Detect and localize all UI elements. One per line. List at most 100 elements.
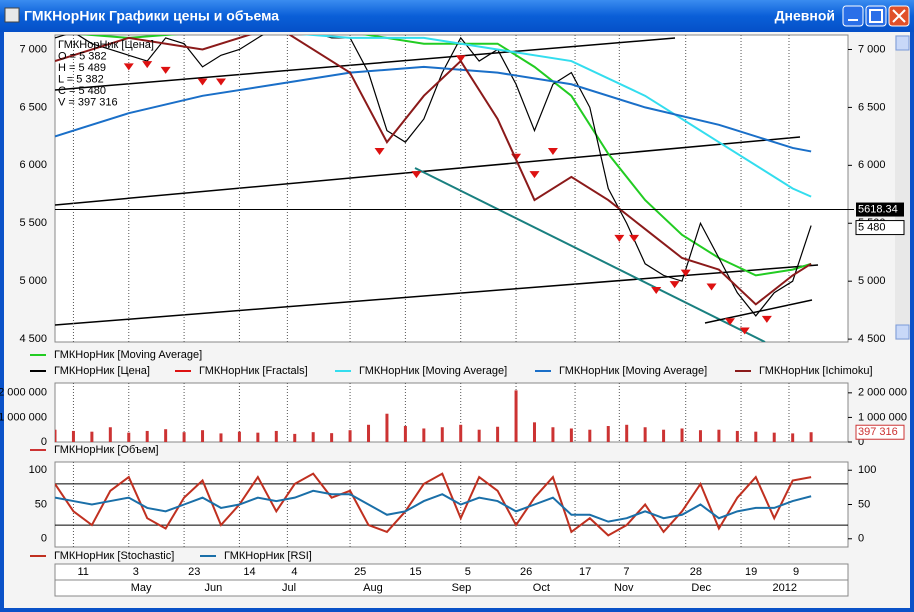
fractal-arrow — [724, 318, 735, 326]
y-tick-label-left: 6 000 — [19, 159, 47, 171]
last-value-label: 397 316 — [858, 426, 898, 438]
volume-bar — [311, 432, 315, 442]
period-label: Дневной — [775, 8, 835, 24]
volume-bar — [477, 429, 481, 442]
y-tick-label: 0 — [858, 436, 864, 448]
date-day-label: 14 — [243, 566, 255, 578]
fractal-arrow — [651, 286, 662, 294]
legend-label: ГМКНорНик [Moving Average] — [359, 365, 507, 377]
y-tick-label: 5 000 — [858, 275, 886, 287]
y-tick-label: 100 — [858, 464, 876, 476]
info-line: L = 5 382 — [58, 73, 104, 85]
volume-bar — [127, 432, 131, 442]
date-day-label: 4 — [291, 566, 297, 578]
fractal-arrow — [455, 55, 466, 63]
date-month-label: Dec — [691, 582, 711, 594]
date-day-label: 26 — [520, 566, 532, 578]
volume-bar — [606, 426, 610, 442]
fractal-arrow — [761, 315, 772, 323]
volume-panel — [54, 382, 849, 443]
date-month-label: Sep — [452, 582, 472, 594]
last-label-bg — [855, 424, 905, 440]
volume-bar — [717, 429, 721, 442]
volume-bar — [569, 428, 573, 442]
cursor-label: 5618.34 — [858, 203, 898, 215]
legend-label: ГМКНорНик [Stochastic] — [54, 550, 174, 562]
oscillator-panel — [54, 461, 849, 548]
volume-bar — [256, 432, 260, 442]
info-line: H = 5 489 — [58, 62, 106, 74]
info-line: O = 5 382 — [58, 50, 107, 62]
fractal-arrow — [197, 78, 208, 86]
fractal-arrow — [680, 269, 691, 277]
y-tick-label-left: 5 000 — [19, 275, 47, 287]
volume-bar — [532, 422, 536, 442]
y-tick-label-left: 2 000 000 — [0, 387, 47, 399]
date-day-label: 23 — [188, 566, 200, 578]
scroll-up[interactable] — [895, 35, 910, 51]
last-value-label: 5 480 — [858, 221, 886, 233]
trendlines — [55, 37, 819, 342]
legend-label: ГМКНорНик [Moving Average] — [54, 349, 202, 361]
last-label-bg — [855, 220, 905, 236]
volume-bar — [90, 431, 94, 442]
date-month-label: Aug — [363, 582, 383, 594]
volume-bar — [182, 432, 186, 442]
volume-bar — [274, 430, 278, 442]
date-month-label: Nov — [614, 582, 634, 594]
date-day-label: 5 — [465, 566, 471, 578]
scroll-down[interactable] — [895, 324, 910, 340]
y-tick-label-left: 6 500 — [19, 101, 47, 113]
date-day-label: 7 — [623, 566, 629, 578]
y-tick-label-left: 1 000 000 — [0, 411, 47, 423]
volume-bar — [791, 433, 795, 442]
volume-bar — [514, 390, 518, 442]
legend-label: ГМКНорНик [Fractals] — [199, 365, 308, 377]
minimize-button[interactable] — [842, 5, 864, 27]
volume-bar — [809, 432, 813, 442]
date-day-label: 9 — [793, 566, 799, 578]
scrollbar[interactable] — [895, 35, 910, 340]
volume-bar — [643, 427, 647, 442]
volume-bar — [164, 429, 168, 442]
window-title: ГМКНорНик Графики цены и объема — [24, 8, 279, 24]
series-line — [300, 35, 812, 198]
series-line — [55, 35, 812, 306]
date-day-label: 11 — [77, 566, 88, 578]
legend-label: ГМКНорНик [RSI] — [224, 550, 312, 562]
date-month-label: May — [131, 582, 152, 594]
panel-plot — [55, 35, 812, 342]
volume-bar — [367, 424, 371, 442]
y-tick-label-left: 0 — [41, 436, 47, 448]
volume-bar — [735, 430, 739, 442]
date-day-label: 3 — [133, 566, 139, 578]
volume-bar — [201, 430, 205, 442]
volume-bar — [403, 426, 407, 442]
fractal-arrow — [614, 234, 625, 242]
volume-bar — [680, 428, 684, 442]
legend-label: ГМКНорНик [Ichimoku] — [759, 365, 873, 377]
fractal-arrow — [123, 63, 134, 71]
volume-bar — [496, 426, 500, 442]
date-day-label: 28 — [690, 566, 702, 578]
volume-bar — [772, 432, 776, 442]
price-panel — [54, 34, 849, 343]
volume-bar — [662, 429, 666, 442]
fractal-arrow — [529, 171, 540, 179]
fractal-arrow — [215, 78, 226, 86]
fractal-arrow — [547, 147, 558, 155]
volume-bar — [237, 431, 241, 442]
volume-bar — [385, 413, 389, 442]
app-icon — [4, 7, 20, 23]
volume-bar — [71, 430, 75, 442]
fractal-arrow — [706, 283, 717, 291]
panel-plot — [55, 383, 813, 442]
date-month-label: Oct — [533, 582, 550, 594]
fractal-arrow — [411, 171, 422, 179]
volume-bar — [551, 427, 555, 442]
info-line: ГМКНорНик [Цена] — [58, 39, 154, 51]
volume-bar — [625, 424, 629, 442]
y-tick-label: 7 000 — [858, 43, 886, 55]
date-month-label: Jul — [282, 582, 296, 594]
